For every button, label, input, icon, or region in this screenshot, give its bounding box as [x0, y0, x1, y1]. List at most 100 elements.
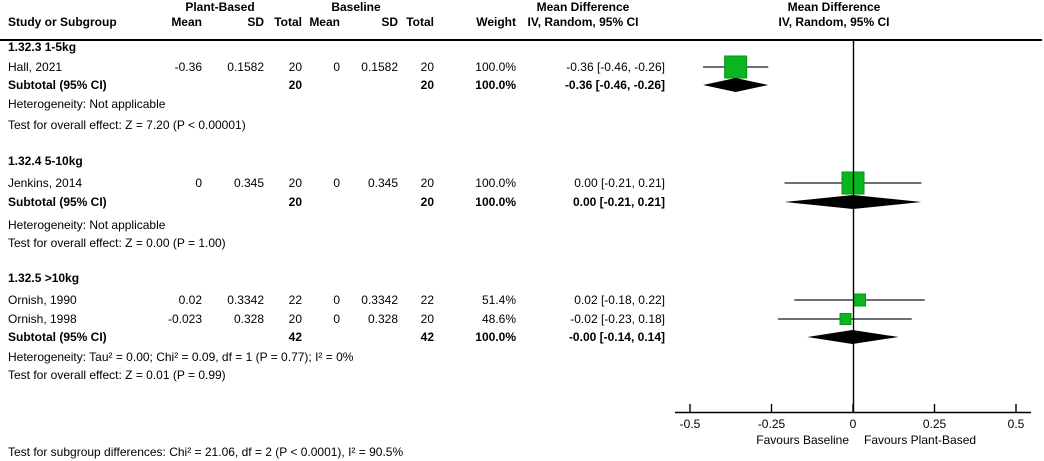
column-header-plant-mean: Mean	[171, 15, 202, 29]
column-header-plant-sd: SD	[247, 15, 264, 29]
study-pb-sd: 0.3342	[227, 292, 264, 307]
subtotal-bl-total: 42	[420, 329, 434, 344]
column-header-plant-total: Total	[274, 15, 302, 29]
study-ci-text: 0.02 [-0.18, 0.22]	[574, 292, 665, 307]
study-pb-total: 20	[288, 59, 302, 74]
study-row: Hall, 2021 -0.36 0.1582 20 0 0.1582 20 100.0% -0…	[0, 60, 1044, 75]
heterogeneity-note: Heterogeneity: Not applicable	[8, 96, 166, 111]
study-bl-total: 20	[420, 175, 434, 190]
overall-effect-note: Test for overall effect: Z = 0.01 (P = 0…	[8, 367, 226, 382]
x-axis-tick-label: 0.5	[1007, 417, 1025, 431]
subtotal-row: Subtotal (95% CI) 42 42 100.0% -0.00 [-0.14,…	[0, 330, 1044, 345]
subtotal-bl-total: 20	[420, 194, 434, 209]
study-pb-sd: 0.1582	[227, 59, 264, 74]
header-column-row: Study or Subgroup Mean SD Total Mean SD Total W…	[0, 15, 1044, 30]
study-bl-total: 20	[420, 59, 434, 74]
column-header-baseline-mean: Mean	[309, 15, 340, 29]
study-bl-sd: 0.345	[367, 175, 398, 190]
subgroup-label: 1.32.4 5-10kg	[8, 153, 83, 168]
subgroup-label: 1.32.5 >10kg	[8, 270, 80, 285]
subtotal-ci-text: 0.00 [-0.21, 0.21]	[572, 194, 665, 209]
column-header-plant-based: Plant-Based	[185, 0, 255, 14]
subtotal-bl-total: 20	[420, 77, 434, 92]
heterogeneity-row: Heterogeneity: Not applicable	[0, 97, 1044, 112]
study-bl-total: 20	[420, 311, 434, 326]
study-pb-mean: 0.02	[178, 292, 202, 307]
subtotal-diamond	[703, 78, 769, 92]
x-axis-tick-label: 0	[849, 417, 857, 431]
x-axis-tick-label: -0.5	[679, 417, 701, 431]
overall-effect-row: Test for overall effect: Z = 0.00 (P = 1…	[0, 236, 1044, 251]
overall-effect-row: Test for overall effect: Z = 7.20 (P < 0…	[0, 118, 1044, 133]
x-axis-tick-label-row: 0	[0, 417, 1044, 432]
column-header-baseline: Baseline	[331, 0, 381, 14]
study-bl-mean: 0	[333, 311, 340, 326]
study-bl-sd: 0.3342	[361, 292, 398, 307]
study-bl-sd: 0.1582	[361, 59, 398, 74]
study-bl-total: 22	[420, 292, 434, 307]
heterogeneity-note: Heterogeneity: Tau² = 0.00; Chi² = 0.09,…	[8, 349, 354, 364]
subgroup-label-row: 1.32.4 5-10kg	[0, 154, 1044, 169]
subtotal-pb-total: 42	[288, 329, 302, 344]
favours-right-label: Favours Plant-Based	[864, 433, 977, 447]
x-axis-tick-label: 0.25	[922, 417, 947, 431]
subtotal-pb-total: 20	[288, 77, 302, 92]
study-pb-mean: -0.023	[167, 311, 202, 326]
header-group-row: Plant-Based Baseline Mean Difference Mean D…	[0, 0, 1044, 15]
study-pb-total: 20	[288, 311, 302, 326]
study-row: Ornish, 1998 -0.023 0.328 20 0 0.328 20 48.6% -0…	[0, 312, 1044, 327]
study-pb-total: 20	[288, 175, 302, 190]
subtotal-label: Subtotal (95% CI)	[8, 77, 107, 92]
study-pb-mean: -0.36	[174, 59, 202, 74]
x-axis-tick-label: -0.25	[757, 417, 786, 431]
column-header-baseline-sd: SD	[381, 15, 398, 29]
column-header-study: Study or Subgroup	[8, 15, 117, 29]
study-row: Jenkins, 2014 0 0.345 20 0 0.345 20 100.0% 0.00 …	[0, 176, 1044, 191]
favours-left-label: Favours Baseline	[756, 433, 849, 447]
study-ci-text: -0.02 [-0.23, 0.18]	[570, 311, 665, 326]
column-header-iv-random-plot: IV, Random, 95% CI	[778, 15, 890, 29]
heterogeneity-row: Heterogeneity: Not applicable	[0, 218, 1044, 233]
x-axis-tick-label-row: -0.5	[0, 417, 1044, 432]
study-bl-mean: 0	[333, 175, 340, 190]
overall-effect-note: Test for overall effect: Z = 7.20 (P < 0…	[8, 117, 246, 132]
study-pb-sd: 0.345	[233, 175, 264, 190]
study-weight: 51.4%	[481, 292, 516, 307]
heterogeneity-row: Heterogeneity: Tau² = 0.00; Chi² = 0.09,…	[0, 350, 1044, 365]
study-name: Jenkins, 2014	[8, 175, 83, 190]
study-name: Ornish, 1990	[8, 292, 77, 307]
subtotal-ci-text: -0.36 [-0.46, -0.26]	[564, 77, 665, 92]
study-pb-mean: 0	[195, 175, 202, 190]
study-bl-sd: 0.328	[367, 311, 398, 326]
study-name: Hall, 2021	[8, 59, 63, 74]
heterogeneity-note: Heterogeneity: Not applicable	[8, 217, 166, 232]
subgroup-label-row: 1.32.5 >10kg	[0, 271, 1044, 286]
column-header-weight: Weight	[476, 15, 516, 29]
subgroup-differences-row: Test for subgroup differences: Chi² = 21…	[0, 445, 1044, 460]
subtotal-label: Subtotal (95% CI)	[8, 329, 107, 344]
subgroup-label: 1.32.3 1-5kg	[8, 39, 77, 54]
study-bl-mean: 0	[333, 292, 340, 307]
column-header-baseline-total: Total	[406, 15, 434, 29]
study-pb-total: 22	[288, 292, 302, 307]
overall-effect-row: Test for overall effect: Z = 0.01 (P = 0…	[0, 368, 1044, 383]
x-axis-tick-label-row: -0.25	[0, 417, 1044, 432]
subtotal-weight: 100.0%	[475, 194, 516, 209]
x-axis-tick-label-row: 0.5	[0, 417, 1044, 432]
subgroup-label-row: 1.32.3 1-5kg	[0, 40, 1044, 55]
favours-row: Favours Baseline Favours Plant-Based	[0, 433, 1044, 448]
study-name: Ornish, 1998	[8, 311, 77, 326]
study-ci-text: -0.36 [-0.46, -0.26]	[566, 59, 665, 74]
study-pb-sd: 0.328	[233, 311, 264, 326]
study-row: Ornish, 1990 0.02 0.3342 22 0 0.3342 22 51.4% 0.…	[0, 293, 1044, 308]
subtotal-row: Subtotal (95% CI) 20 20 100.0% -0.36 [-0.46,…	[0, 78, 1044, 93]
column-header-mean-difference-plot: Mean Difference	[787, 0, 881, 14]
column-header-iv-random-text: IV, Random, 95% CI	[527, 15, 639, 29]
subtotal-weight: 100.0%	[475, 329, 516, 344]
subtotal-row: Subtotal (95% CI) 20 20 100.0% 0.00 [-0.21, …	[0, 195, 1044, 210]
subtotal-label: Subtotal (95% CI)	[8, 194, 107, 209]
study-bl-mean: 0	[333, 59, 340, 74]
subtotal-weight: 100.0%	[475, 77, 516, 92]
